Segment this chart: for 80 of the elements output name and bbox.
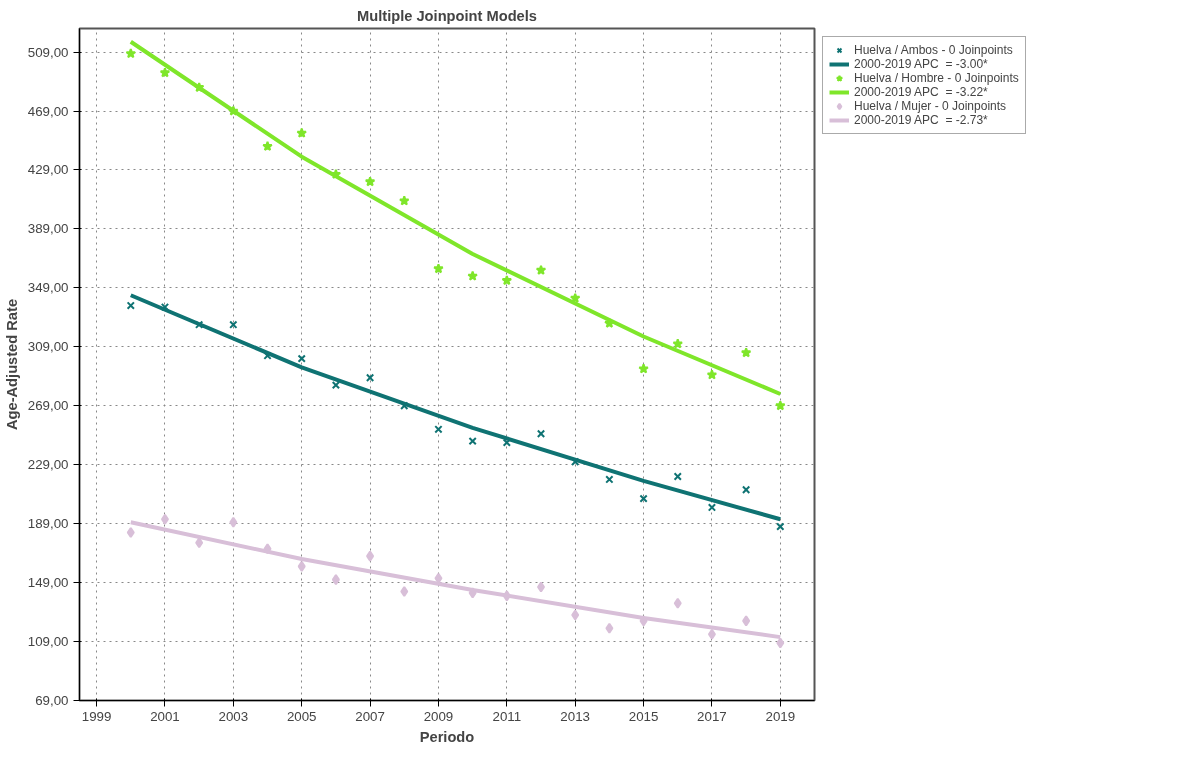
point [672,338,684,349]
x-tick-label: 1999 [81,708,112,724]
legend-label: Huelva / Hombre - 0 Joinpoints [854,71,1019,85]
point [742,615,751,627]
y-axis-title: Age-Adjusted Rate [3,298,20,431]
point [297,560,306,572]
point [673,472,682,481]
point [639,494,648,503]
line-series [128,39,783,396]
y-tick-label: 389,00 [27,221,69,237]
point [160,513,169,525]
point [263,351,272,360]
point [673,597,682,609]
y-tick-label: 109,00 [27,634,69,650]
point [331,380,341,390]
point [434,425,443,434]
x-tick-label: 2013 [560,708,591,724]
point [229,320,238,329]
point [571,609,580,621]
point [706,369,718,380]
point [638,363,649,374]
legend-label: Huelva / Mujer - 0 Joinpoints [854,99,1007,113]
point [605,622,614,634]
point [365,373,375,382]
point [536,429,546,438]
point [398,195,410,206]
legend-label: 2000-2019 APC = -2.73* [854,113,988,127]
y-tick-label: 469,00 [27,103,69,119]
point [400,585,409,597]
point [159,67,171,78]
point [537,581,546,593]
point [331,574,340,586]
y-tick-label: 69,00 [35,693,69,708]
point [126,527,135,538]
point [262,140,273,152]
x-tick-label: 2019 [765,708,796,724]
chart-title: Multiple Joinpoint Models [357,7,537,24]
point [125,48,137,59]
point [776,522,785,531]
point [364,176,376,187]
x-tick-label: 2017 [697,708,727,724]
x-tick-label: 2009 [423,708,454,724]
legend-label: Huelva / Ambos - 0 Joinpoints [854,43,1013,57]
point [501,275,513,286]
legend-label: 2000-2019 APC = -3.00* [854,57,988,71]
point [433,263,444,274]
y-tick-label: 349,00 [27,280,69,296]
point [160,302,170,312]
point [605,475,614,484]
x-tick-label: 2015 [628,708,659,724]
point [775,400,786,411]
x-axis-title: Periodo [419,728,475,745]
point [366,550,375,562]
line-series [128,293,783,522]
x-tick-label: 2001 [150,708,180,724]
y-tick-label: 229,00 [27,457,69,473]
y-tick-label: 149,00 [27,575,69,591]
point [297,354,306,363]
y-tick-label: 429,00 [27,162,69,178]
point [776,637,785,649]
point [740,347,752,358]
point [229,516,238,528]
y-tick-label: 309,00 [27,339,69,355]
point [126,301,135,310]
point [741,485,751,494]
x-tick-label: 2007 [355,708,385,724]
point [535,264,547,275]
point [195,537,204,549]
point [502,438,512,447]
legend-label: 2000-2019 APC = -3.22* [854,85,988,99]
y-tick-label: 509,00 [27,44,69,60]
point [468,436,477,446]
point [707,628,716,640]
x-tick-label: 2005 [286,708,317,724]
point [296,127,307,138]
y-tick-label: 269,00 [27,398,69,414]
point [467,270,478,281]
x-tick-label: 2011 [492,708,522,724]
y-tick-label: 189,00 [27,516,69,532]
x-tick-label: 2003 [218,708,249,724]
